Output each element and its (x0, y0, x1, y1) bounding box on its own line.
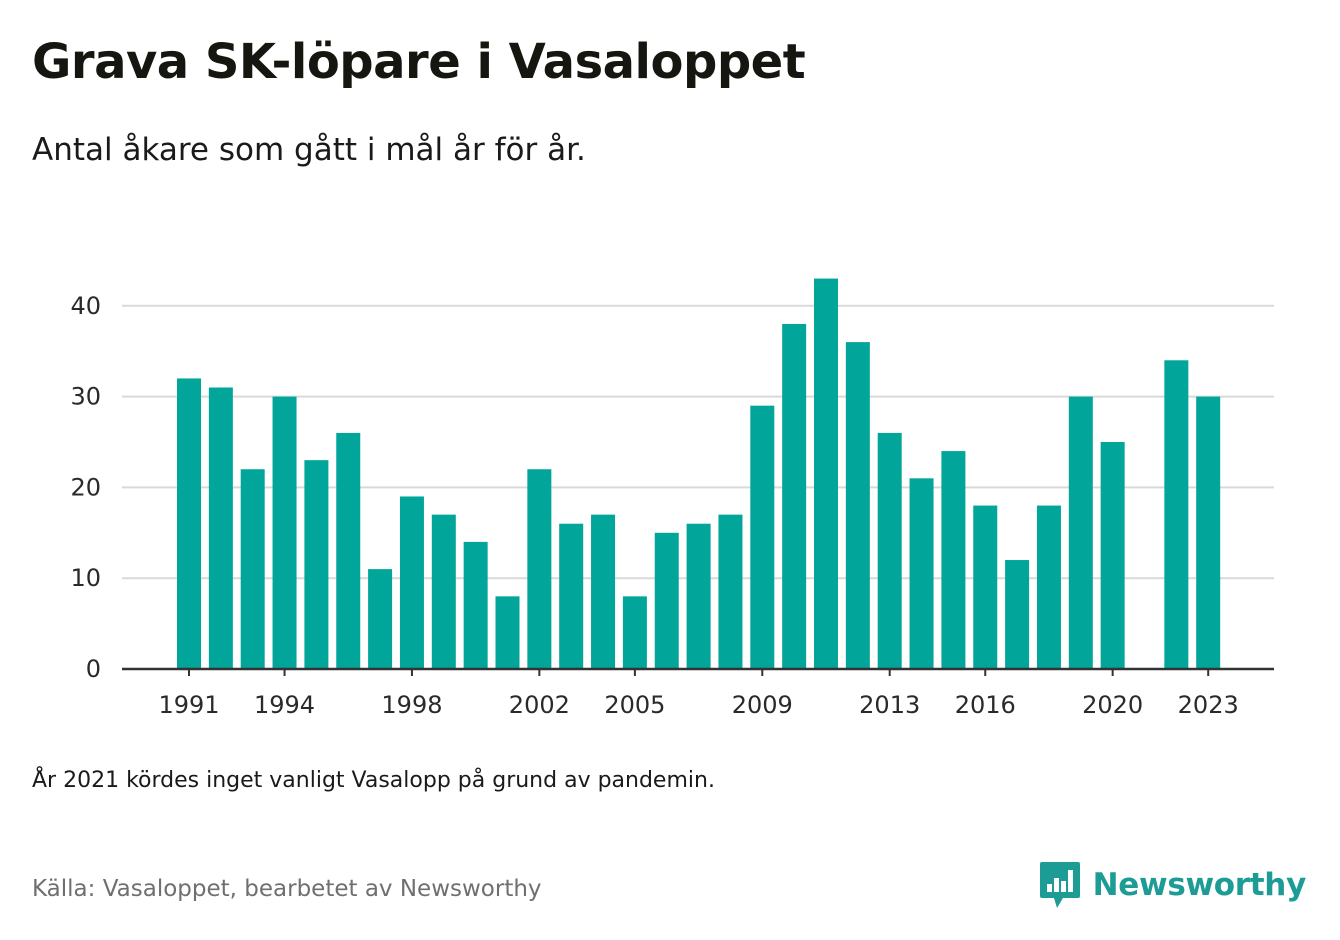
bar-2022 (1164, 360, 1189, 669)
bar-2018 (1036, 505, 1061, 669)
chart-subtitle: Antal åkare som gått i mål år för år. (32, 132, 586, 168)
bars (122, 278, 1274, 671)
x-tick-label: 2013 (859, 691, 920, 719)
x-tick-label: 2020 (1082, 691, 1143, 719)
y-tick-label: 40 (70, 292, 101, 320)
source-credit: Källa: Vasaloppet, bearbetet av Newswort… (32, 876, 542, 902)
y-axis-ticks: 0 10 20 30 40 (70, 292, 101, 683)
newsworthy-logo-icon (1039, 862, 1080, 908)
bar-1992 (208, 387, 233, 669)
x-axis-ticks: 1991 1994 1998 2002 2005 2009 2013 2016 2020 2023 (158, 669, 1239, 719)
bar-1993 (240, 469, 265, 669)
brand-name: Newsworthy (1092, 867, 1307, 903)
bar-1998 (399, 496, 424, 669)
bar-2003 (559, 523, 584, 669)
y-tick-label: 20 (70, 473, 101, 501)
bar-chart: 0 10 20 30 40 1991 1994 1998 2002 2005 2009 2013 20… (70, 278, 1274, 719)
y-tick-label: 10 (70, 564, 101, 592)
bar-2006 (654, 532, 679, 669)
bar-1991 (177, 378, 201, 669)
bar-1996 (336, 432, 361, 669)
chart-note: År 2021 kördes inget vanligt Vasalopp på… (32, 768, 715, 793)
bar-2005 (622, 596, 647, 669)
bar-2015 (941, 451, 966, 669)
bar-2008 (718, 514, 743, 669)
bar-1999 (431, 514, 456, 669)
bar-2019 (1068, 396, 1093, 669)
bar-2002 (527, 469, 552, 669)
bar-2004 (591, 514, 616, 669)
bar-2012 (845, 342, 870, 669)
brand-logo: Newsworthy (1039, 860, 1306, 910)
y-tick-label: 0 (86, 655, 101, 683)
bar-2009 (750, 405, 775, 669)
y-tick-label: 30 (70, 383, 101, 411)
chart-title: Grava SK-löpare i Vasaloppet (32, 34, 806, 90)
bar-2007 (686, 523, 711, 669)
bar-1994 (272, 396, 297, 669)
bar-1997 (368, 569, 393, 669)
bar-2013 (877, 432, 902, 669)
x-tick-label: 2023 (1178, 691, 1239, 719)
x-tick-label: 2002 (509, 691, 570, 719)
bar-2011 (814, 278, 838, 669)
x-tick-label: 1998 (381, 691, 442, 719)
x-tick-label: 2009 (732, 691, 793, 719)
bar-2001 (495, 596, 520, 669)
x-tick-label: 2005 (604, 691, 665, 719)
bar-2016 (973, 505, 998, 669)
bar-2000 (463, 541, 488, 669)
bar-1995 (304, 460, 329, 669)
bar-2020 (1100, 442, 1125, 669)
bar-2023 (1196, 396, 1221, 669)
bar-2014 (909, 478, 934, 669)
bar-2010 (782, 323, 807, 669)
x-tick-label: 1994 (254, 691, 315, 719)
bar-2017 (1005, 560, 1030, 669)
x-tick-label: 1991 (158, 691, 219, 719)
x-tick-label: 2016 (955, 691, 1016, 719)
